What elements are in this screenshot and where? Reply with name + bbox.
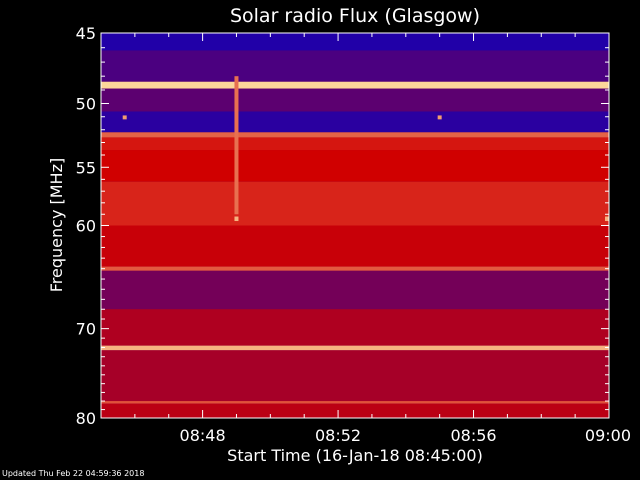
x-tick-label: 08:48 xyxy=(180,426,226,445)
updated-timestamp: Updated Thu Feb 22 04:59:36 2018 xyxy=(2,469,145,478)
frequency-band xyxy=(101,181,609,226)
frequency-band xyxy=(101,33,609,51)
frequency-band xyxy=(101,225,609,267)
y-tick-label: 55 xyxy=(76,158,96,177)
x-tick-label: 08:56 xyxy=(450,426,496,445)
frequency-band xyxy=(101,132,609,138)
frequency-band xyxy=(101,266,609,271)
burst-mark xyxy=(234,76,239,215)
burst-mark xyxy=(122,115,127,120)
x-axis-label: Start Time (16-Jan-18 08:45:00) xyxy=(227,446,483,465)
frequency-band xyxy=(101,137,609,151)
x-tick-label: 09:00 xyxy=(585,426,631,445)
frequency-band xyxy=(101,350,609,402)
chart-title: Solar radio Flux (Glasgow) xyxy=(230,5,480,27)
y-axis: 45 50 55 60 70 80 xyxy=(76,24,609,428)
y-tick-label: 70 xyxy=(76,320,96,339)
frequency-band xyxy=(101,88,609,112)
burst-mark xyxy=(605,216,609,222)
frequency-band xyxy=(101,150,609,182)
y-tick-label: 45 xyxy=(76,24,96,43)
frequency-band xyxy=(101,309,609,346)
frequency-band xyxy=(101,345,609,351)
burst-mark xyxy=(234,216,239,222)
y-tick-label: 80 xyxy=(76,409,96,428)
x-axis: 08:48 08:52 08:56 09:00 xyxy=(100,33,631,445)
y-tick-label: 50 xyxy=(76,95,96,114)
y-tick-label: 60 xyxy=(76,217,96,236)
frequency-band xyxy=(101,111,609,133)
frequency-band xyxy=(101,270,609,310)
plot-area xyxy=(100,32,610,419)
y-axis-label: Frequency [MHz] xyxy=(47,158,66,292)
frequency-band xyxy=(101,403,609,418)
burst-mark xyxy=(437,115,442,120)
x-tick-label: 08:52 xyxy=(315,426,361,445)
frequency-band xyxy=(101,81,609,89)
frequency-band xyxy=(101,401,609,404)
frequency-band xyxy=(101,50,609,82)
